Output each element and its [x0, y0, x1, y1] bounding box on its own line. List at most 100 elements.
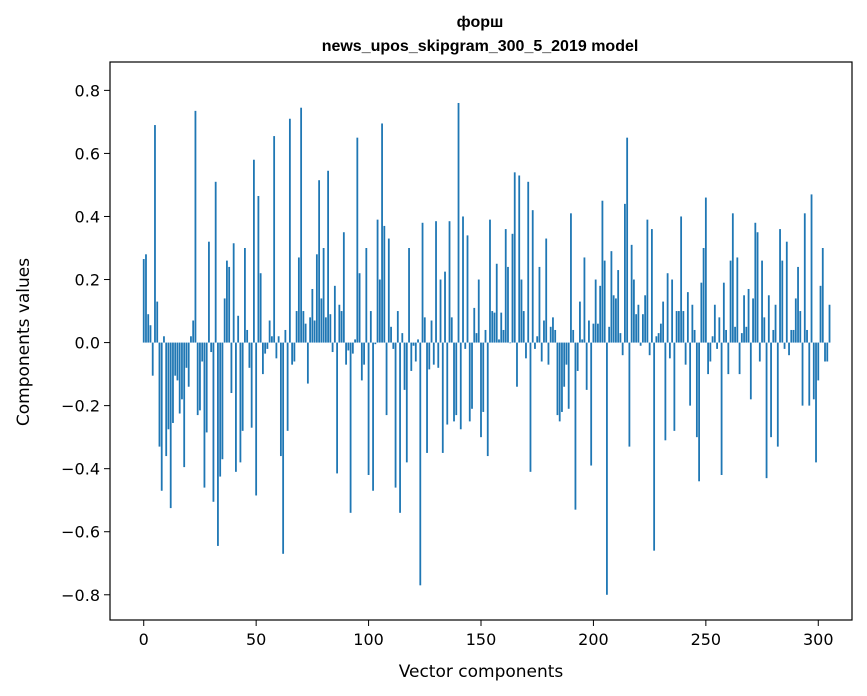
bar-component-17 — [181, 342, 183, 400]
bar-component-84 — [331, 342, 334, 353]
bar-component-4 — [151, 342, 154, 376]
y-tick-label: 0.0 — [75, 334, 100, 353]
bar-component-228 — [655, 336, 658, 343]
bar-component-36 — [223, 298, 226, 343]
bar-component-250 — [704, 197, 707, 343]
bar-component-14 — [174, 342, 177, 376]
bar-component-292 — [799, 311, 802, 343]
bar-component-9 — [163, 336, 165, 343]
bar-component-107 — [383, 225, 386, 343]
bar-component-73 — [306, 342, 309, 384]
bar-component-60 — [277, 336, 280, 343]
bar-component-229 — [657, 333, 660, 343]
bar-component-91 — [347, 342, 350, 351]
bar-component-43 — [239, 342, 242, 463]
bar-component-217 — [630, 244, 633, 343]
bar-component-183 — [554, 329, 557, 343]
bar-component-19 — [185, 342, 188, 368]
bar-component-61 — [279, 342, 282, 457]
bar-component-3 — [149, 325, 152, 343]
bar-component-172 — [529, 342, 532, 472]
bar-component-283 — [779, 229, 781, 343]
bar-component-47 — [248, 342, 251, 368]
bar-component-122 — [417, 339, 419, 343]
bar-component-18 — [183, 342, 186, 468]
bar-component-247 — [698, 342, 700, 482]
bar-component-124 — [421, 222, 424, 343]
bar-component-286 — [785, 241, 788, 343]
bar-component-66 — [291, 342, 294, 365]
bar-component-259 — [725, 329, 727, 343]
bar-component-33 — [217, 342, 219, 546]
bar-component-165 — [513, 172, 516, 343]
bar-component-301 — [819, 285, 822, 343]
bar-component-46 — [246, 329, 249, 343]
bar-component-303 — [824, 342, 826, 362]
bar-component-296 — [808, 342, 811, 406]
bar-component-244 — [691, 304, 694, 343]
bar-component-45 — [244, 248, 246, 343]
bar-component-163 — [509, 342, 512, 344]
bar-component-22 — [192, 320, 195, 343]
bar-component-248 — [700, 282, 703, 343]
y-tick-label: 0.2 — [75, 271, 100, 290]
bar-component-147 — [473, 307, 476, 343]
bar-component-80 — [322, 248, 325, 343]
bar-component-225 — [648, 342, 651, 356]
bar-component-120 — [412, 342, 415, 346]
bar-component-190 — [570, 213, 572, 343]
bar-component-304 — [826, 342, 829, 362]
bar-component-153 — [486, 342, 489, 457]
bar-component-278 — [767, 295, 770, 343]
bar-component-152 — [484, 329, 487, 343]
bar-component-11 — [167, 342, 170, 430]
bar-component-144 — [466, 235, 469, 343]
bar-component-126 — [426, 342, 428, 453]
bar-component-90 — [345, 342, 347, 365]
bar-component-13 — [172, 342, 174, 423]
bar-component-1 — [145, 254, 147, 343]
bar-component-141 — [459, 342, 462, 430]
bar-component-49 — [253, 159, 255, 343]
bar-component-94 — [354, 339, 356, 343]
bar-component-139 — [455, 342, 458, 416]
bar-component-185 — [558, 342, 561, 422]
bar-component-268 — [745, 326, 748, 343]
bar-component-149 — [477, 279, 480, 343]
bar-component-276 — [763, 317, 766, 343]
bar-component-156 — [493, 312, 496, 343]
bar-component-78 — [318, 180, 321, 343]
y-tick-label: 0.4 — [75, 207, 100, 226]
bar-component-266 — [740, 333, 743, 343]
bar-component-256 — [718, 317, 721, 343]
bar-component-109 — [387, 238, 390, 343]
bar-component-89 — [342, 232, 345, 343]
bar-component-189 — [567, 342, 570, 409]
bar-component-106 — [381, 123, 383, 343]
bar-component-104 — [376, 219, 379, 343]
bar-component-157 — [495, 263, 498, 343]
bar-component-5 — [154, 125, 156, 343]
bar-component-111 — [392, 342, 395, 349]
bar-component-234 — [668, 342, 671, 359]
bar-component-129 — [432, 342, 435, 365]
x-axis-ticks: 0 50 100 150 200 250 300 — [139, 620, 834, 649]
bar-component-88 — [340, 311, 343, 343]
bar-component-85 — [333, 285, 336, 343]
bar-component-167 — [518, 175, 521, 343]
bar-component-208 — [610, 251, 613, 343]
bar-component-25 — [199, 342, 201, 411]
bar-component-74 — [309, 317, 312, 343]
bar-component-274 — [758, 342, 761, 362]
bar-component-272 — [754, 222, 757, 343]
bar-component-140 — [457, 102, 460, 343]
bar-component-269 — [747, 288, 750, 343]
bar-component-204 — [601, 200, 604, 343]
bar-component-134 — [444, 271, 446, 343]
bar-component-58 — [273, 136, 276, 343]
bar-component-298 — [812, 342, 815, 400]
bar-component-44 — [241, 342, 244, 431]
x-tick-label: 0 — [139, 630, 149, 649]
bar-component-23 — [194, 110, 197, 343]
bar-component-264 — [736, 257, 739, 343]
